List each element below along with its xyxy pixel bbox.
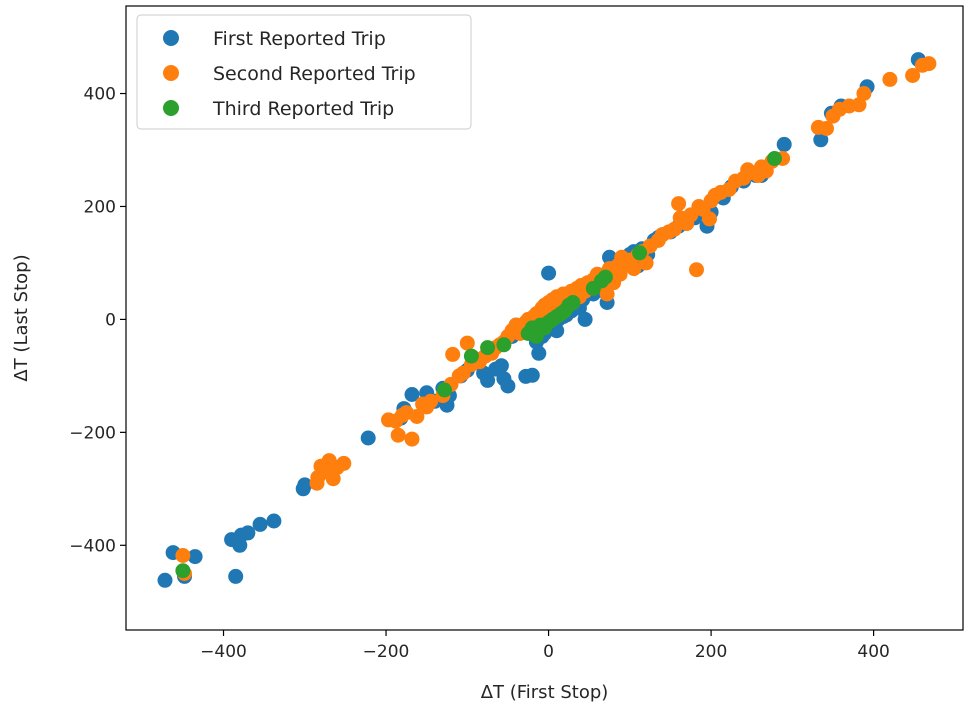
legend-marker [163,30,179,46]
data-point [856,86,872,101]
data-point [531,345,547,361]
data-point [702,211,717,227]
y-axis-label: ΔT (Last Stop) [11,254,32,381]
x-tick-label: 200 [695,642,727,662]
x-tick-label: −200 [363,642,410,662]
data-point [445,346,461,362]
data-point [524,367,540,383]
y-tick-label: −400 [69,536,116,556]
data-point [819,121,834,136]
data-point [493,358,509,374]
series-3-points [175,151,782,579]
data-point [577,311,593,327]
data-point [599,286,615,302]
data-point [423,393,439,409]
data-point [689,262,704,278]
y-tick-label: 0 [105,310,116,330]
data-point [360,430,376,446]
legend-label: Second Reported Trip [213,63,416,85]
x-tick-label: 400 [857,642,889,662]
data-point [882,71,898,87]
legend-marker [163,100,179,116]
ticks-layer: −400 −200 0 200 400 −400 −200 0 200 400 [69,85,890,662]
data-point [336,455,352,471]
x-tick-label: 0 [543,642,554,662]
data-point [240,525,256,541]
data-point [404,431,420,447]
data-point [767,151,782,166]
data-point [175,548,191,563]
legend-marker [163,65,179,81]
data-point [565,295,581,310]
data-point [325,471,341,487]
y-tick-label: 400 [84,85,116,105]
data-point [390,427,406,443]
legend-label: Third Reported Trip [212,98,394,120]
y-tick-label: 200 [84,197,116,217]
data-point [187,549,203,565]
x-tick-label: −400 [200,642,247,662]
data-point [612,266,628,282]
data-point [437,382,452,398]
data-point [632,245,648,261]
data-point [252,516,268,532]
data-point [175,563,191,579]
y-tick-label: −200 [69,423,116,443]
data-point [480,372,496,388]
data-point [813,132,829,148]
data-point [851,97,867,113]
data-point [905,68,921,83]
x-axis-label: ΔT (First Stop) [481,682,609,703]
legend-label: First Reported Trip [213,28,386,50]
legend-box [136,14,472,130]
data-point [500,378,516,394]
data-point [157,572,173,588]
data-point [496,337,512,353]
data-point [463,348,479,364]
data-point [297,477,313,493]
data-point [776,136,792,152]
data-point [667,221,682,237]
plot-frame [125,5,964,631]
data-point [228,568,244,584]
data-point [409,409,425,424]
data-point [921,56,937,72]
series-2-points [175,56,937,581]
data-point [459,335,475,351]
data-point [671,196,687,212]
data-point [404,387,420,402]
data-point [266,513,282,529]
data-point [541,265,557,281]
data-point [597,269,613,285]
points-layer [157,52,937,588]
legend: First Reported Trip Second Reported Trip T… [136,14,472,130]
data-point [480,340,496,356]
data-point [626,261,642,277]
